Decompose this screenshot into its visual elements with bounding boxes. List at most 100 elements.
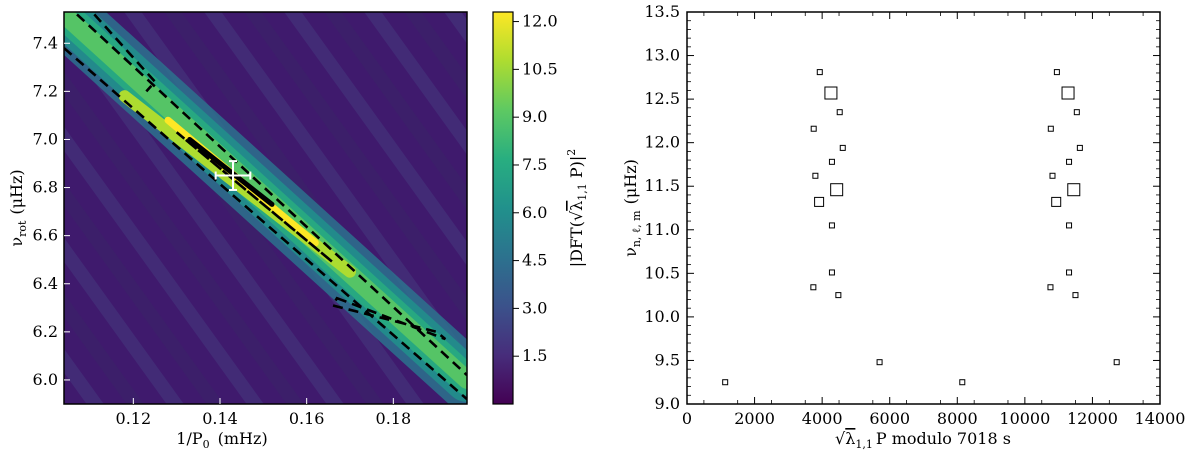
heatmap-x-tick-label: 0.14	[202, 409, 238, 428]
scatter-point	[839, 144, 846, 151]
scatter-points	[722, 69, 1120, 386]
scatter-point-replica	[1072, 292, 1079, 299]
colorbar-tick-label: 12.0	[522, 12, 558, 31]
colorbar-tick-label: 3.0	[522, 298, 547, 317]
colorbar-tick-label: 1.5	[522, 346, 547, 365]
scatter-point-replica	[1113, 359, 1120, 366]
scatter-point	[814, 196, 825, 207]
heatmap-y-tick-label: 7.0	[33, 129, 58, 148]
scatter-y-ticks: 9.0 9.5 10.0 10.5 11.0 11.5 12.0 12.5 13.0 13.5	[644, 2, 1160, 413]
scatter-point-replica	[1061, 86, 1075, 100]
scatter-point	[812, 172, 819, 179]
heatmap-stripe	[364, 12, 467, 155]
contour-solid	[187, 136, 275, 207]
scatter-point-replica	[1066, 158, 1073, 165]
colorbar-label: |DFT(√λ1,1 P)|2	[565, 149, 589, 268]
scatter-point	[876, 359, 883, 366]
scatter-point-replica	[1073, 109, 1080, 116]
heatmap-stripe	[64, 126, 264, 404]
scatter-point	[836, 109, 843, 116]
heatmap-stripe	[204, 12, 467, 377]
scatter-y-tick-label: 13.0	[644, 46, 680, 65]
scatter-point	[816, 69, 823, 76]
heatmap-frame	[63, 11, 468, 405]
scatter-point-replica	[959, 379, 966, 386]
colorbar-ticks: 1.5 3.0 4.5 6.0 7.5 9.0 10.5 12.0	[513, 12, 558, 365]
heatmap-contours	[64, 13, 467, 401]
colorbar-tick-label: 7.5	[522, 155, 547, 174]
heatmap-y-tick-label: 6.6	[33, 226, 58, 245]
scatter-point-replica	[1067, 183, 1081, 197]
scatter-panel: 0 2000 4000 6000 8000 10000 12000 14000 9.0 9.5 1…	[621, 2, 1185, 451]
scatter-point-replica	[1076, 144, 1083, 151]
heatmap-stripe	[64, 237, 184, 404]
colorbar-tick-label: 4.5	[522, 251, 547, 270]
scatter-point	[824, 86, 838, 100]
scatter-x-tick-label: 10000	[999, 409, 1050, 428]
scatter-y-tick-label: 11.0	[644, 220, 680, 239]
heatmap-x-tick-label: 0.18	[376, 409, 412, 428]
heatmap-panel: 0.12 0.14 0.16 0.18 6.0 6.2 6.4 6.6 6.8 7.0 7.2 7.…	[7, 11, 468, 451]
scatter-frame	[686, 11, 1161, 405]
scatter-y-tick-label: 11.5	[644, 176, 680, 195]
scatter-x-ticks: 0 2000 4000 6000 8000 10000 12000 14000	[682, 12, 1185, 428]
heatmap-stripe	[244, 12, 467, 322]
scatter-x-tick-label: 8000	[937, 409, 978, 428]
scatter-point	[828, 269, 835, 276]
heatmap-stripe	[64, 182, 224, 404]
heatmap-y-tick-label: 6.0	[33, 370, 58, 389]
best-fit-marker	[214, 160, 252, 191]
scatter-x-tick-label: 4000	[802, 409, 843, 428]
scatter-point	[828, 222, 835, 229]
heatmap-y-tick-label: 7.4	[33, 33, 58, 52]
contour-dashed	[93, 13, 157, 93]
scatter-point	[835, 292, 842, 299]
scatter-x-tick-label: 12000	[1067, 409, 1118, 428]
heatmap-y-tick-label: 7.2	[33, 81, 58, 100]
contour-dashed	[64, 47, 467, 401]
heatmap-stripe	[324, 12, 467, 211]
colorbar-tick-label: 6.0	[522, 203, 547, 222]
scatter-point-replica	[1051, 196, 1062, 207]
heatmap-y-ticks: 6.0 6.2 6.4 6.6 6.8 7.0 7.2 7.4	[33, 33, 70, 389]
scatter-point-replica	[1047, 284, 1054, 291]
scatter-x-tick-label: 2000	[734, 409, 775, 428]
scatter-y-tick-label: 13.5	[644, 2, 680, 21]
heatmap-x-ticks: 0.12 0.14 0.16 0.18	[116, 398, 412, 428]
scatter-y-tick-label: 9.0	[655, 394, 680, 413]
colorbar-tick-label: 10.5	[522, 59, 558, 78]
scatter-x-tick-label: 6000	[869, 409, 910, 428]
heatmap-stripe	[64, 348, 104, 404]
heatmap-x-tick-label: 0.16	[289, 409, 325, 428]
contour-dashed	[175, 131, 334, 264]
scatter-point-replica	[1049, 172, 1056, 179]
heatmap-x-label: 1/P0 (mHz)	[176, 429, 267, 451]
heatmap-stripe	[284, 12, 467, 266]
scatter-point	[830, 183, 844, 197]
scatter-point-replica	[1066, 269, 1073, 276]
heatmap-y-label: νrot(μHz)	[7, 169, 29, 246]
heatmap-y-tick-label: 6.2	[33, 322, 58, 341]
colorbar-tick-label: 9.0	[522, 107, 547, 126]
colorbar-bar	[492, 11, 514, 405]
scatter-point	[810, 125, 817, 132]
scatter-point	[810, 284, 817, 291]
scatter-y-tick-label: 9.5	[655, 350, 680, 369]
scatter-point	[722, 379, 729, 386]
scatter-y-tick-label: 12.5	[644, 89, 680, 108]
heatmap-x-tick-label: 0.12	[116, 409, 152, 428]
scatter-x-tick-label: 0	[682, 409, 692, 428]
heatmap-stripe	[64, 71, 304, 404]
heatmap-y-tick-label: 6.8	[33, 178, 58, 197]
contour-dashed	[76, 13, 467, 377]
scatter-y-tick-label: 12.0	[644, 133, 680, 152]
scatter-point-replica	[1053, 69, 1060, 76]
colorbar: 1.5 3.0 4.5 6.0 7.5 9.0 10.5 12.0 |DFT(√λ1,1 P)…	[492, 11, 589, 405]
scatter-y-label: νn, ℓ, m(μHz)	[621, 159, 643, 257]
heatmap-stripe	[64, 293, 144, 404]
scatter-x-label: √λ1,1 P modulo 7018 s	[835, 429, 1011, 451]
scatter-y-tick-label: 10.0	[644, 307, 680, 326]
scatter-point-replica	[1066, 222, 1073, 229]
scatter-point	[828, 158, 835, 165]
